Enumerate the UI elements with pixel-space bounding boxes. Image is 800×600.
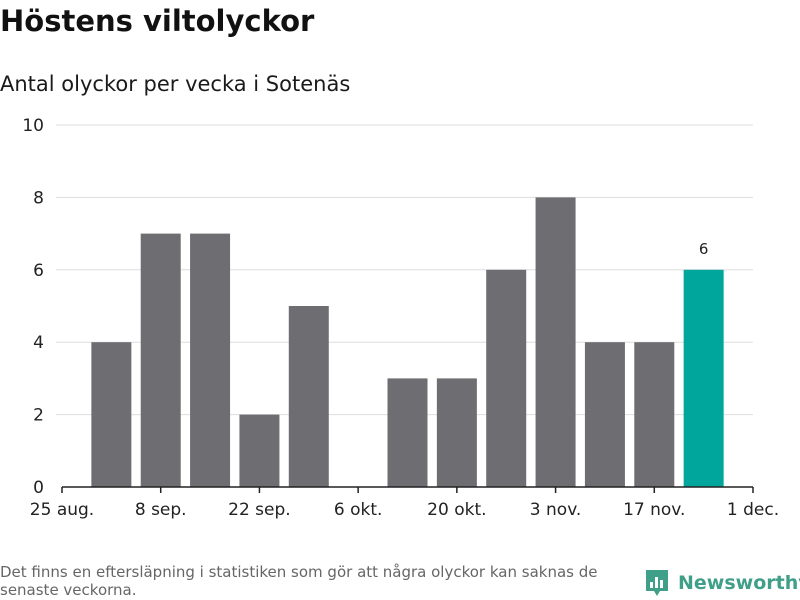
y-tick-label: 10 — [22, 116, 44, 136]
bar — [190, 233, 231, 487]
newsworthy-logo: Newsworthy — [644, 568, 800, 598]
bar-highlight — [683, 269, 724, 487]
x-tick-label: 22 sep. — [228, 500, 291, 520]
bars: 6 — [91, 197, 724, 487]
x-axis: 25 aug. 8 sep. 22 sep. 6 okt. 20 okt. 3 nov. 1… — [30, 486, 779, 520]
newsworthy-logo-icon — [646, 570, 668, 596]
y-tick-label: 4 — [33, 333, 44, 353]
bar — [584, 342, 625, 487]
y-tick-label: 6 — [33, 261, 44, 281]
data-label: 6 — [699, 240, 709, 258]
bar — [535, 197, 576, 487]
y-tick-label: 0 — [33, 478, 44, 498]
x-tick-label: 20 okt. — [427, 500, 486, 520]
bar — [634, 342, 675, 487]
x-tick-label: 6 okt. — [334, 500, 383, 520]
bar — [387, 378, 428, 487]
x-tick-label: 25 aug. — [30, 500, 94, 520]
bar — [239, 414, 280, 487]
y-tick-label: 2 — [33, 406, 44, 426]
x-tick-label: 3 nov. — [530, 500, 582, 520]
chart-title: Höstens viltolyckor — [0, 4, 315, 38]
chart-subtitle: Antal olyckor per vecka i Sotenäs — [0, 72, 351, 96]
footnote: Det finns en eftersläpning i statistiken… — [0, 563, 598, 599]
logo-text: Newsworthy — [678, 572, 800, 594]
bar-chart: 0 2 4 6 8 10 6 25 aug. 8 sep. 22 sep. 6 okt. 20 o… — [22, 116, 779, 520]
x-tick-label: 1 dec. — [727, 500, 779, 520]
bar — [288, 306, 329, 487]
x-tick-label: 8 sep. — [135, 500, 187, 520]
x-tick-label: 17 nov. — [623, 500, 685, 520]
bar — [91, 342, 132, 487]
bar — [140, 233, 181, 487]
y-tick-label: 8 — [33, 188, 44, 208]
bar — [436, 378, 477, 487]
bar — [486, 269, 527, 487]
